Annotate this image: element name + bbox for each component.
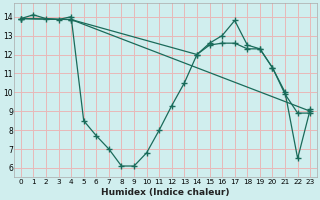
X-axis label: Humidex (Indice chaleur): Humidex (Indice chaleur) [101, 188, 230, 197]
